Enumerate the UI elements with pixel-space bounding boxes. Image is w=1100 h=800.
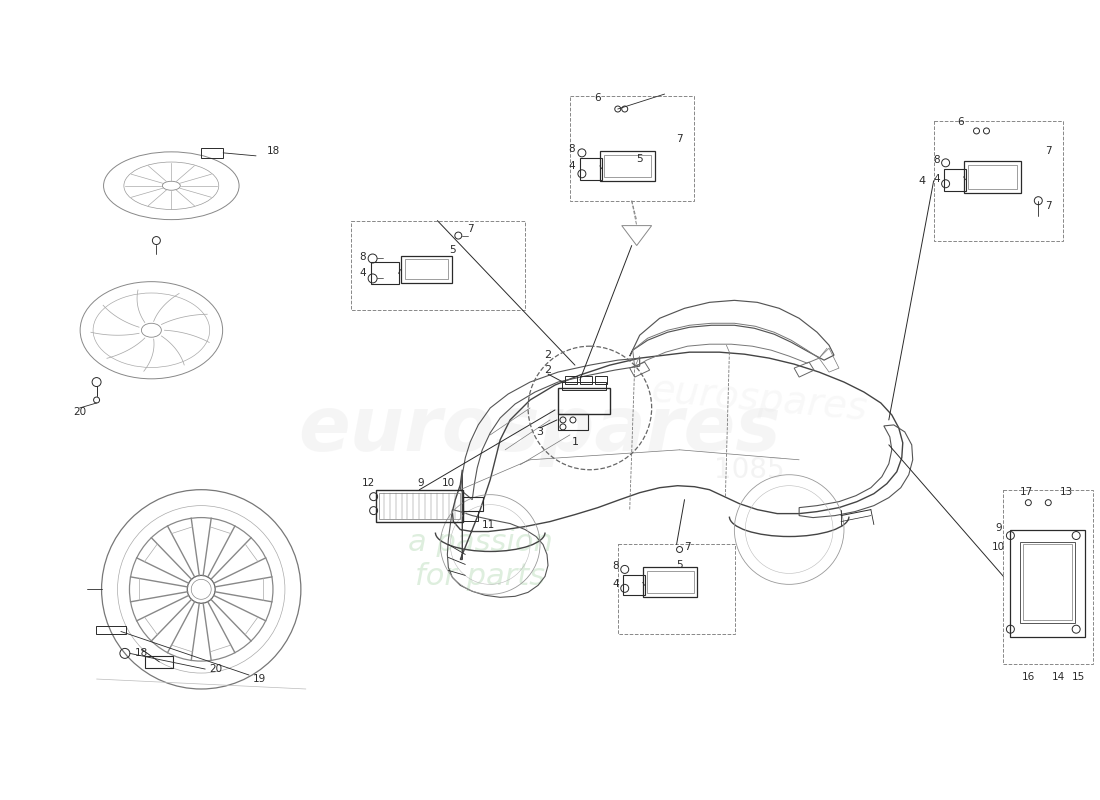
Text: 19: 19 [252, 674, 265, 684]
Text: 20: 20 [210, 664, 222, 674]
Text: 6: 6 [957, 117, 964, 127]
Text: 15: 15 [1071, 672, 1085, 682]
Text: 5: 5 [449, 245, 455, 254]
Bar [558, 388, 609, 414]
Bar [145, 656, 174, 668]
Text: 7: 7 [676, 134, 683, 144]
Text: 1085: 1085 [714, 456, 784, 484]
Text: 11: 11 [482, 519, 495, 530]
Bar [647, 571, 693, 594]
Bar [580, 376, 592, 384]
Text: 10: 10 [992, 542, 1005, 553]
Text: 7: 7 [1045, 146, 1052, 156]
Text: 17: 17 [1020, 486, 1033, 497]
Bar [463, 497, 483, 510]
Bar [463, 510, 478, 521]
Text: 1: 1 [571, 437, 579, 447]
Bar [96, 626, 125, 634]
Bar [580, 158, 602, 180]
Text: a passion
for parts: a passion for parts [408, 528, 552, 590]
Bar [964, 161, 1022, 193]
Bar [378, 493, 460, 518]
Bar [351, 221, 525, 310]
Bar [400, 255, 452, 283]
Text: 20: 20 [73, 407, 86, 417]
Text: 4: 4 [918, 176, 925, 186]
Text: 8: 8 [933, 155, 940, 165]
Text: 18: 18 [135, 648, 149, 658]
Text: 5: 5 [676, 561, 683, 570]
Bar [1023, 545, 1072, 620]
Text: 18: 18 [266, 146, 279, 156]
Text: 4: 4 [569, 161, 575, 171]
Text: 2: 2 [544, 365, 551, 375]
Bar [375, 490, 463, 522]
Bar [600, 151, 654, 181]
Text: 3: 3 [537, 427, 543, 437]
Bar [604, 155, 650, 177]
Bar [570, 96, 694, 201]
Bar [934, 121, 1064, 241]
Bar [944, 169, 966, 190]
Text: 2: 2 [544, 350, 551, 360]
Text: 12: 12 [362, 478, 375, 488]
Bar [595, 376, 607, 384]
Text: 13: 13 [1059, 486, 1072, 497]
Text: 4: 4 [933, 174, 940, 184]
Bar [1021, 542, 1075, 623]
Text: 9: 9 [417, 478, 424, 488]
Text: 8: 8 [569, 144, 575, 154]
Text: 8: 8 [613, 562, 619, 571]
Text: 7: 7 [468, 223, 474, 234]
Bar [405, 259, 449, 279]
Bar [562, 382, 606, 390]
Bar [1011, 530, 1085, 637]
Text: 16: 16 [1022, 672, 1035, 682]
Bar [618, 545, 736, 634]
Bar [623, 575, 645, 595]
Bar [371, 262, 398, 285]
Bar [642, 567, 697, 598]
Text: 9: 9 [996, 522, 1002, 533]
Text: 8: 8 [360, 251, 366, 262]
Text: eurospares: eurospares [299, 393, 781, 467]
Text: 7: 7 [1045, 201, 1052, 210]
Text: 14: 14 [1052, 672, 1065, 682]
Bar [565, 376, 576, 384]
Bar [1003, 490, 1093, 664]
Bar [558, 414, 587, 430]
Text: eurospares: eurospares [649, 372, 869, 428]
Text: 4: 4 [360, 269, 366, 278]
Text: 5: 5 [637, 154, 644, 164]
Text: 6: 6 [594, 93, 601, 103]
Bar [201, 148, 223, 158]
Text: 7: 7 [684, 542, 691, 553]
Text: 4: 4 [613, 579, 619, 590]
Text: 10: 10 [442, 478, 455, 488]
Bar [968, 165, 1018, 189]
